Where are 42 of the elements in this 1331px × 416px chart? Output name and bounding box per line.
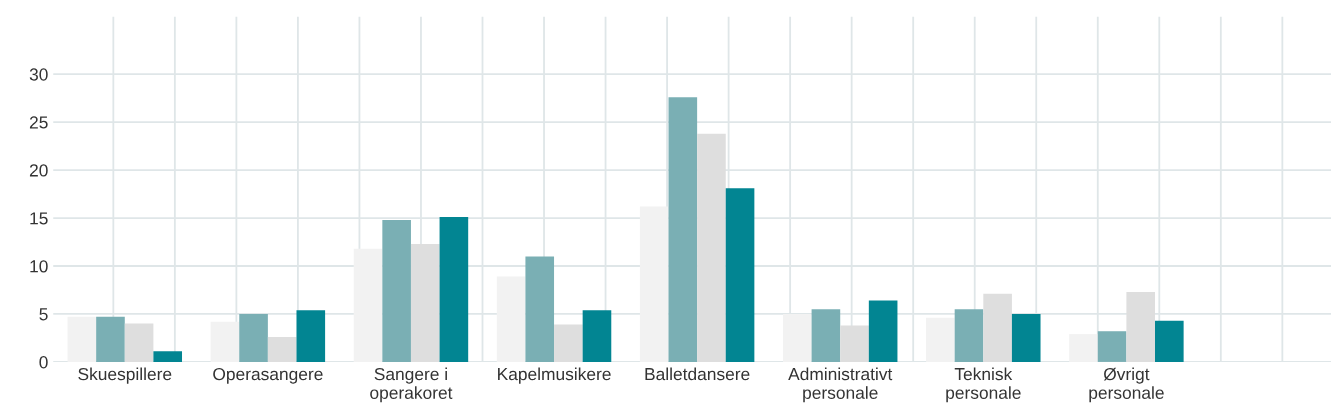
bar [353,248,383,362]
bar [639,206,669,362]
bar [210,321,240,362]
x-tick-label: Teknisk personale [946,367,1021,403]
bar [954,309,984,362]
bar [96,316,125,362]
bar [439,217,469,362]
bar [267,336,297,362]
bar [582,310,612,362]
bar [496,276,526,362]
x-tick-label: Skuespillere [78,367,172,384]
x-tick-label: Kapelmusikere [498,367,611,384]
y-tick-label: 30 [29,68,48,81]
x-tick-label: Balletdansere [645,367,750,381]
bar [296,310,326,362]
y-tick-label: 15 [30,212,48,225]
bar [1155,320,1184,362]
bar [725,188,755,362]
x-tick-label: Øvrigt personale [1089,367,1164,403]
y-tick-label: 0 [39,356,48,369]
bar [1097,331,1127,362]
bar [525,256,555,362]
bar [67,316,97,362]
y-tick-label: 5 [39,308,48,321]
bar [868,300,898,362]
bar [124,323,154,362]
bar [1011,313,1041,362]
bar [382,219,411,362]
bar [1069,334,1098,362]
bar [153,351,183,362]
bar [668,97,698,362]
bar [239,313,268,362]
x-tick-label: Operasangere [213,367,323,384]
bar [782,313,812,362]
y-tick-label: 20 [29,164,48,177]
bar [811,309,841,362]
y-tick-label: 10 [30,260,48,273]
y-tick-label: 25 [29,116,48,129]
x-tick-label: Administrativt personale [788,367,893,403]
bar [926,317,955,362]
bar [554,324,583,362]
x-tick-label: Sangere i operakoret [370,367,453,403]
